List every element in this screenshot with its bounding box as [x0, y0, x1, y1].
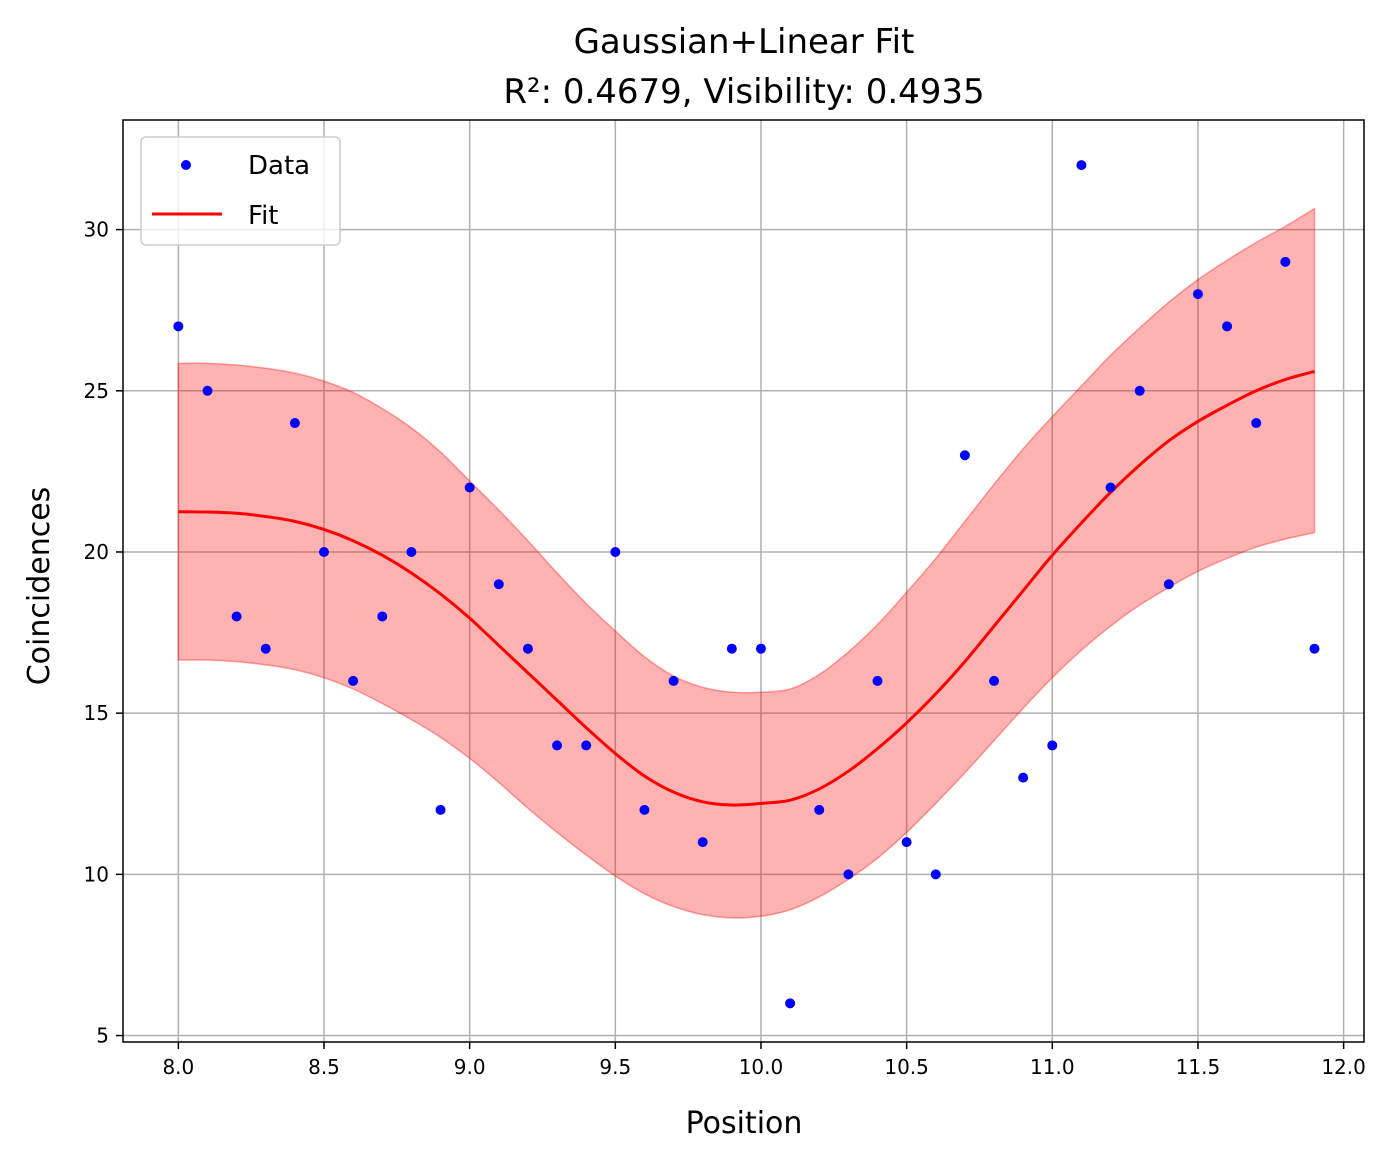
- legend-data-marker: [181, 160, 191, 170]
- data-point: [1134, 385, 1145, 396]
- data-point: [552, 740, 563, 751]
- data-point: [755, 643, 766, 654]
- fit-line: [178, 370, 1315, 807]
- grid: [123, 120, 1364, 1042]
- data-point: [1018, 772, 1029, 783]
- y-tick-label: 30: [84, 218, 109, 242]
- data-point: [1192, 289, 1203, 300]
- data-point: [289, 418, 300, 429]
- data-point: [377, 611, 388, 622]
- data-point: [843, 869, 854, 880]
- data-point: [610, 546, 621, 557]
- data-points: [173, 160, 1320, 1009]
- data-point: [435, 804, 446, 815]
- x-tick-label: 9.5: [599, 1055, 631, 1079]
- data-point: [260, 643, 271, 654]
- y-tick-label: 10: [84, 862, 109, 886]
- x-tick-label: 12.0: [1321, 1055, 1366, 1079]
- data-point: [406, 546, 417, 557]
- data-point: [1047, 740, 1058, 751]
- data-point: [1105, 482, 1116, 493]
- data-point: [785, 998, 796, 1009]
- x-tick-label: 8.0: [162, 1055, 194, 1079]
- y-tick-label: 25: [84, 379, 109, 403]
- x-tick-label: 8.5: [308, 1055, 340, 1079]
- data-point: [1280, 256, 1291, 267]
- x-axis-label: Position: [686, 1106, 803, 1141]
- data-point: [930, 869, 941, 880]
- data-point: [1076, 160, 1087, 171]
- chart-title: Gaussian+Linear Fit: [574, 22, 915, 62]
- data-point: [522, 643, 533, 654]
- data-point: [493, 579, 504, 590]
- legend-fit-label: Fit: [248, 201, 278, 231]
- data-point: [697, 837, 708, 848]
- data-point: [464, 482, 475, 493]
- data-point: [726, 643, 737, 654]
- data-point: [581, 740, 592, 751]
- legend-data-label: Data: [248, 151, 310, 181]
- data-point: [668, 675, 679, 686]
- data-point: [202, 385, 213, 396]
- data-point: [1163, 579, 1174, 590]
- chart-subtitle: R²: 0.4679, Visibility: 0.4935: [503, 72, 984, 112]
- y-tick-label: 15: [84, 701, 109, 725]
- y-tick-label: 5: [96, 1024, 109, 1048]
- data-point: [989, 675, 1000, 686]
- plot-frame: [122, 119, 1365, 1043]
- x-tick-label: 11.5: [1176, 1055, 1221, 1079]
- data-point: [639, 804, 650, 815]
- x-tick-label: 10.5: [884, 1055, 929, 1079]
- x-tick-label: 10.0: [739, 1055, 784, 1079]
- data-point: [1251, 418, 1262, 429]
- data-point: [1222, 321, 1233, 332]
- legend: Data Fit: [140, 136, 341, 246]
- confidence-band: [177, 207, 1316, 919]
- x-tick-label: 9.0: [454, 1055, 486, 1079]
- data-point: [231, 611, 242, 622]
- data-point: [348, 675, 359, 686]
- data-point: [1309, 643, 1320, 654]
- y-tick-label: 20: [84, 540, 109, 564]
- x-tick-label: 11.0: [1030, 1055, 1075, 1079]
- x-axis-ticks: 8.0 8.5 9.0 9.5 10.0 10.5 11.0 11.5 12.0: [162, 1042, 1366, 1079]
- data-point: [173, 321, 184, 332]
- data-point: [319, 546, 330, 557]
- y-axis-label: Coincidences: [22, 487, 57, 686]
- data-point: [959, 450, 970, 461]
- legend-box: [140, 136, 341, 246]
- data-point: [872, 675, 883, 686]
- confidence-band-area: [177, 207, 1316, 919]
- y-axis-ticks: 5 10 15 20 25 30: [84, 218, 123, 1048]
- data-point: [901, 837, 912, 848]
- fit-line-layer: [178, 370, 1315, 807]
- data-point: [814, 804, 825, 815]
